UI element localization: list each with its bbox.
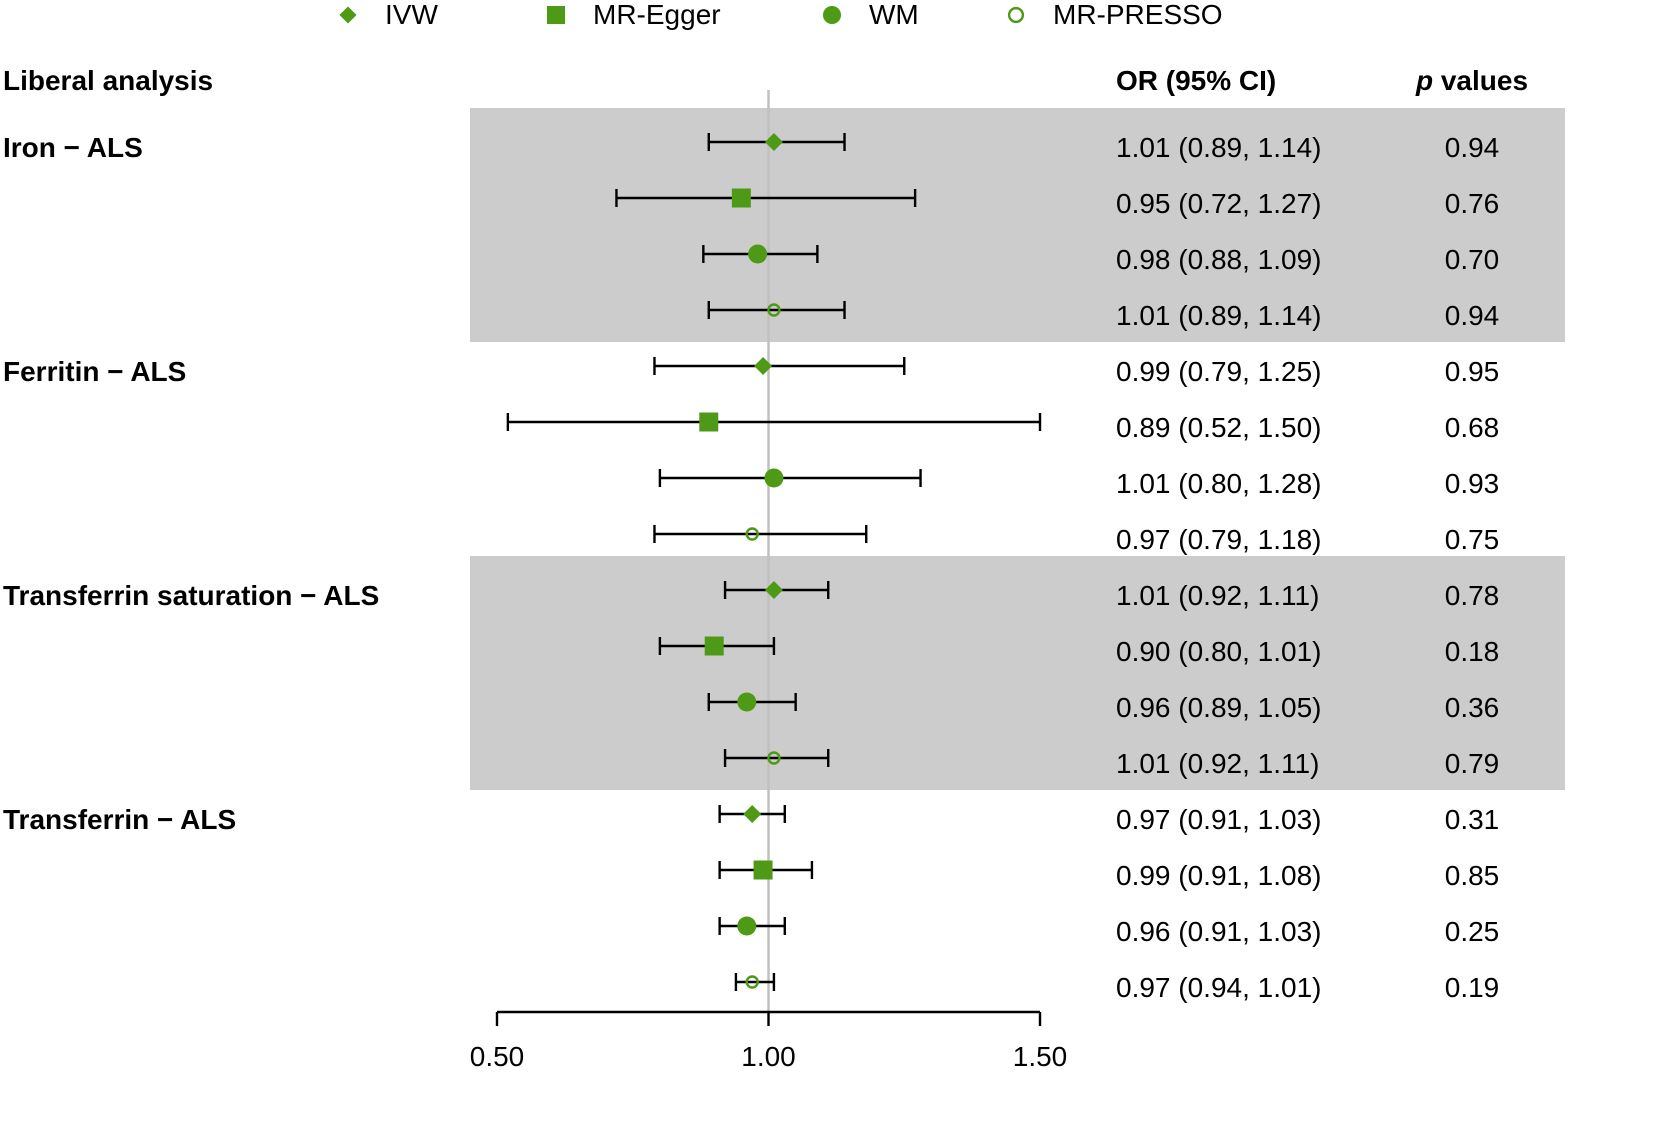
or-ci-value: 0.90 (0.80, 1.01) xyxy=(1116,636,1321,667)
point-estimate-diamond xyxy=(754,357,773,375)
point-estimate-square xyxy=(731,188,751,208)
or-ci-value: 0.96 (0.89, 1.05) xyxy=(1116,692,1321,723)
estimate-row: 0.95 (0.72, 1.27) 0.76 xyxy=(615,188,1500,219)
estimate-rows: 1.01 (0.89, 1.14) 0.940.95 (0.72, 1.27) 0.… xyxy=(506,132,1500,1003)
legend: IVW MR-Egger WM MR-PRESSO xyxy=(339,0,1223,30)
point-estimate-open-circle xyxy=(767,303,781,317)
shaded-band xyxy=(470,556,1565,790)
p-value: 0.18 xyxy=(1445,636,1500,667)
point-estimate-open-circle xyxy=(745,527,759,541)
estimate-row: 1.01 (0.92, 1.11) 0.79 xyxy=(723,748,1500,779)
or-ci-value: 1.01 (0.89, 1.14) xyxy=(1116,132,1321,163)
legend-marker-square xyxy=(546,5,566,25)
estimate-row: 1.01 (0.92, 1.11) 0.78 xyxy=(723,580,1500,611)
point-estimate-open-circle xyxy=(767,751,781,765)
estimate-row: 0.96 (0.91, 1.03) 0.25 xyxy=(718,916,1500,947)
point-estimate-diamond xyxy=(764,133,783,151)
point-estimate-diamond xyxy=(764,581,783,599)
point-estimate-circle xyxy=(737,916,757,936)
or-ci-value: 0.98 (0.88, 1.09) xyxy=(1116,244,1321,275)
legend-label: WM xyxy=(869,0,919,30)
point-estimate-square xyxy=(704,636,724,656)
or-ci-value: 1.01 (0.80, 1.28) xyxy=(1116,468,1321,499)
legend-label: MR-PRESSO xyxy=(1053,0,1223,30)
header-p-italic: p xyxy=(1415,65,1433,96)
or-ci-value: 0.97 (0.94, 1.01) xyxy=(1116,972,1321,1003)
estimate-row: 1.01 (0.89, 1.14) 0.94 xyxy=(707,300,1500,331)
legend-label: IVW xyxy=(385,0,438,30)
p-value: 0.19 xyxy=(1445,972,1500,1003)
or-ci-value: 0.97 (0.91, 1.03) xyxy=(1116,804,1321,835)
group-label: Transferrin − ALS xyxy=(3,804,236,835)
x-tick-label: 1.50 xyxy=(1013,1041,1068,1072)
x-tick-label: 0.50 xyxy=(470,1041,525,1072)
estimate-row: 0.99 (0.79, 1.25) 0.95 xyxy=(653,356,1500,387)
x-tick-label: 1.00 xyxy=(741,1041,796,1072)
p-value: 0.75 xyxy=(1445,524,1500,555)
p-value: 0.25 xyxy=(1445,916,1500,947)
estimate-row: 0.97 (0.91, 1.03) 0.31 xyxy=(718,804,1500,835)
header-or-ci: OR (95% CI) xyxy=(1116,65,1276,96)
or-ci-value: 0.96 (0.91, 1.03) xyxy=(1116,916,1321,947)
shaded-bands xyxy=(470,108,1565,790)
p-value: 0.31 xyxy=(1445,804,1500,835)
p-value: 0.85 xyxy=(1445,860,1500,891)
point-estimate-square xyxy=(753,860,773,880)
or-ci-value: 1.01 (0.92, 1.11) xyxy=(1116,748,1319,779)
estimate-row: 1.01 (0.89, 1.14) 0.94 xyxy=(707,132,1500,163)
point-estimate-square xyxy=(699,412,719,432)
header-p-rest: values xyxy=(1433,65,1528,96)
estimate-row: 0.96 (0.89, 1.05) 0.36 xyxy=(707,692,1500,723)
estimate-row: 1.01 (0.80, 1.28) 0.93 xyxy=(658,468,1500,499)
header-analysis: Liberal analysis xyxy=(3,65,213,96)
or-ci-value: 1.01 (0.92, 1.11) xyxy=(1116,580,1319,611)
point-estimate-circle xyxy=(764,468,784,488)
estimate-row: 0.90 (0.80, 1.01) 0.18 xyxy=(658,636,1500,667)
p-value: 0.79 xyxy=(1445,748,1500,779)
header-p-values: p values xyxy=(1415,65,1528,96)
estimate-row: 0.98 (0.88, 1.09) 0.70 xyxy=(702,244,1500,275)
p-value: 0.36 xyxy=(1445,692,1500,723)
p-value: 0.70 xyxy=(1445,244,1500,275)
legend-label: MR-Egger xyxy=(593,0,721,30)
point-estimate-circle xyxy=(737,692,757,712)
or-ci-value: 0.99 (0.79, 1.25) xyxy=(1116,356,1321,387)
shaded-band xyxy=(470,108,1565,342)
p-value: 0.94 xyxy=(1445,300,1500,331)
estimate-row: 0.97 (0.79, 1.18) 0.75 xyxy=(653,524,1500,555)
p-value: 0.68 xyxy=(1445,412,1500,443)
group-label: Iron − ALS xyxy=(3,132,143,163)
legend-marker-circle xyxy=(822,5,842,25)
or-ci-value: 0.99 (0.91, 1.08) xyxy=(1116,860,1321,891)
or-ci-value: 0.97 (0.79, 1.18) xyxy=(1116,524,1321,555)
legend-marker-open-circle xyxy=(1007,6,1025,24)
or-ci-value: 0.95 (0.72, 1.27) xyxy=(1116,188,1321,219)
or-ci-value: 1.01 (0.89, 1.14) xyxy=(1116,300,1321,331)
legend-marker-diamond xyxy=(339,6,357,24)
p-value: 0.94 xyxy=(1445,132,1500,163)
p-value: 0.95 xyxy=(1445,356,1500,387)
point-estimate-diamond xyxy=(743,805,762,823)
p-value: 0.76 xyxy=(1445,188,1500,219)
or-ci-value: 0.89 (0.52, 1.50) xyxy=(1116,412,1321,443)
x-axis: 0.50 1.00 1.50 xyxy=(470,1010,1068,1072)
p-value: 0.78 xyxy=(1445,580,1500,611)
estimate-row: 0.89 (0.52, 1.50) 0.68 xyxy=(506,412,1500,443)
p-value: 0.93 xyxy=(1445,468,1500,499)
group-label: Ferritin − ALS xyxy=(3,356,186,387)
estimate-row: 0.97 (0.94, 1.01) 0.19 xyxy=(734,972,1500,1003)
group-label: Transferrin saturation − ALS xyxy=(3,580,379,611)
estimate-row: 0.99 (0.91, 1.08) 0.85 xyxy=(718,860,1500,891)
point-estimate-open-circle xyxy=(745,975,759,989)
point-estimate-circle xyxy=(748,244,768,264)
group-labels: Iron − ALS Ferritin − ALS Transferrin satu… xyxy=(3,132,379,835)
